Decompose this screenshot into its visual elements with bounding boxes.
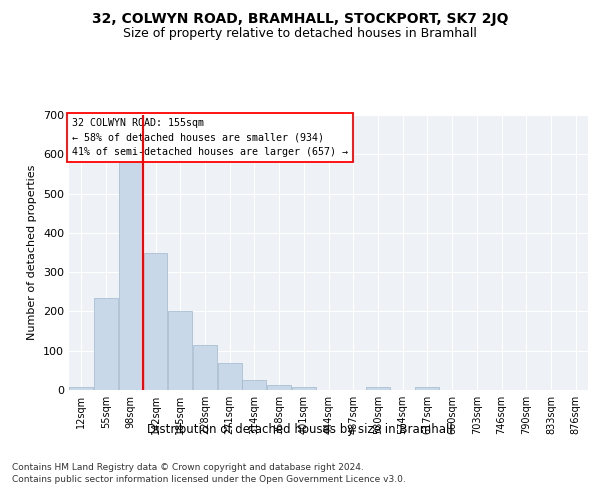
Text: 32 COLWYN ROAD: 155sqm
← 58% of detached houses are smaller (934)
41% of semi-de: 32 COLWYN ROAD: 155sqm ← 58% of detached… — [71, 118, 347, 158]
Bar — [70, 387, 94, 390]
Text: Distribution of detached houses by size in Bramhall: Distribution of detached houses by size … — [147, 422, 453, 436]
Bar — [193, 345, 217, 390]
Text: 32, COLWYN ROAD, BRAMHALL, STOCKPORT, SK7 2JQ: 32, COLWYN ROAD, BRAMHALL, STOCKPORT, SK… — [92, 12, 508, 26]
Text: Contains HM Land Registry data © Crown copyright and database right 2024.: Contains HM Land Registry data © Crown c… — [12, 462, 364, 471]
Bar — [119, 162, 143, 390]
Bar — [168, 312, 192, 390]
Bar — [242, 380, 266, 390]
Bar — [292, 387, 316, 390]
Text: Size of property relative to detached houses in Bramhall: Size of property relative to detached ho… — [123, 28, 477, 40]
Bar — [267, 385, 291, 390]
Bar — [415, 387, 439, 390]
Text: Contains public sector information licensed under the Open Government Licence v3: Contains public sector information licen… — [12, 475, 406, 484]
Bar — [366, 387, 390, 390]
Bar — [94, 298, 118, 390]
Bar — [218, 362, 242, 390]
Bar — [143, 252, 167, 390]
Y-axis label: Number of detached properties: Number of detached properties — [28, 165, 37, 340]
